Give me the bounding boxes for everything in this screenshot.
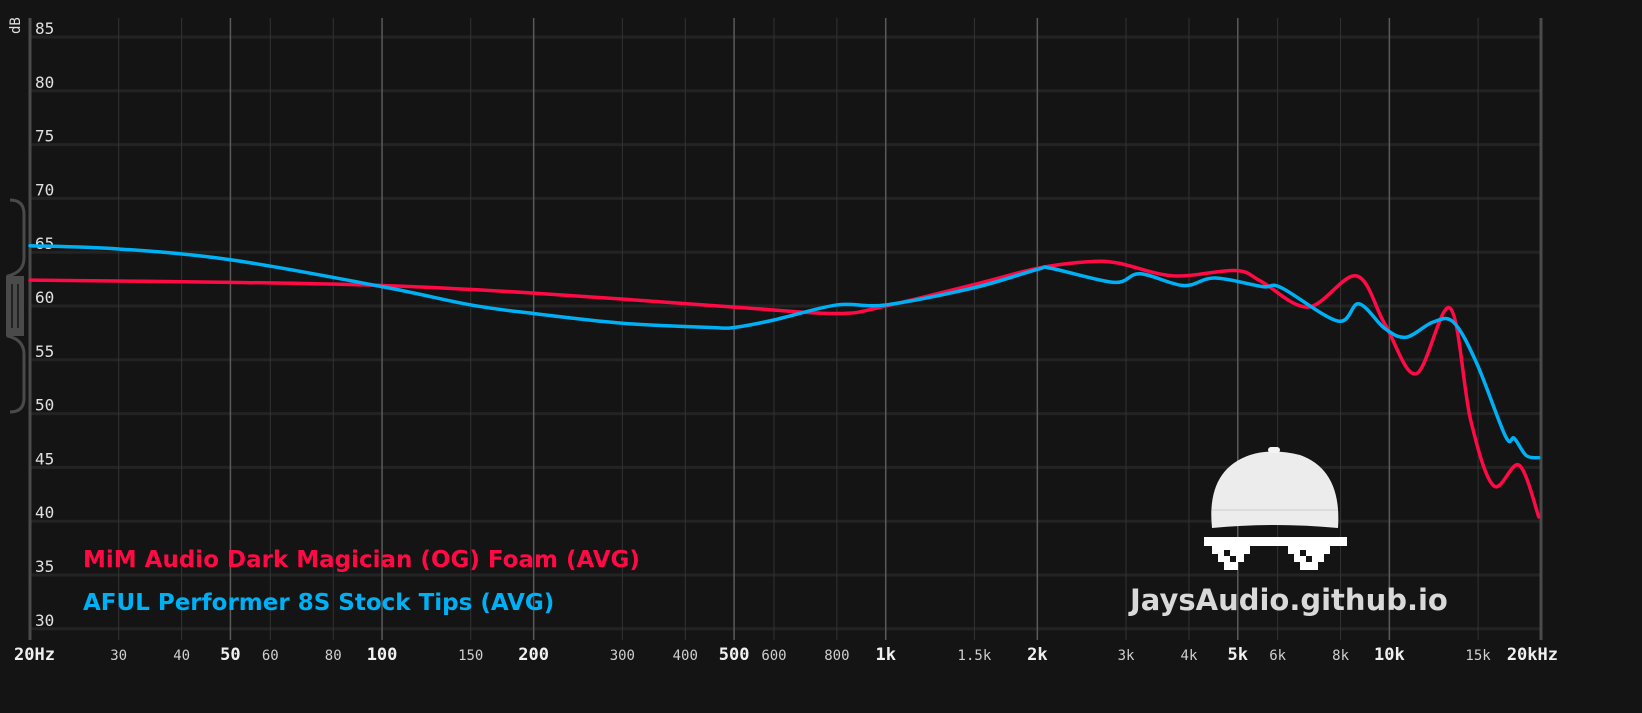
x-tick-label: 5k — [1228, 645, 1248, 665]
x-tick-label: 100 — [367, 645, 398, 665]
x-tick-label: 600 — [761, 648, 786, 664]
x-tick-label: 1k — [875, 645, 895, 665]
x-tick-label: 3k — [1118, 648, 1135, 664]
x-tick-label: 150 — [458, 648, 483, 664]
watermark-site: JaysAudio.github.io — [1130, 583, 1448, 617]
curves — [28, 243, 1541, 519]
x-tick-label: 2k — [1027, 645, 1047, 665]
x-tick-label: 40 — [173, 648, 190, 664]
x-tick-label: 30 — [110, 648, 127, 664]
x-tick-label: 10k — [1374, 645, 1405, 665]
y-tick-label: 65 — [35, 234, 54, 253]
x-tick-label: 200 — [518, 645, 549, 665]
y-tick-label: 55 — [35, 342, 54, 361]
x-tick-label: 500 — [719, 645, 750, 665]
y-tick-label: 85 — [35, 19, 54, 38]
x-tick-label: 6k — [1269, 648, 1286, 664]
x-tick-label: 800 — [824, 648, 849, 664]
x-tick-label: 4k — [1181, 648, 1198, 664]
y-range-drag-handle[interactable] — [6, 198, 26, 414]
x-tick-label: 300 — [610, 648, 635, 664]
x-tick-label: 400 — [673, 648, 698, 664]
y-tick-label: 75 — [35, 127, 54, 146]
y-tick-label: 45 — [35, 449, 54, 468]
y-axis-label: dB — [8, 17, 24, 34]
x-tick-label: 50 — [220, 645, 240, 665]
y-tick-label: 60 — [35, 288, 54, 307]
y-tick-label: 80 — [35, 73, 54, 92]
series-line-mim-dark-magician — [28, 259, 1541, 519]
series-line-aful-performer-8s — [28, 243, 1541, 460]
y-tick-label: 40 — [35, 503, 54, 522]
x-axis-ticks: 20Hz 30 40 50 60 80 100 150 200 300 400 500 600 800 1k… — [14, 645, 1558, 665]
x-tick-label: 1.5k — [958, 648, 992, 664]
y-tick-label: 35 — [35, 557, 54, 576]
cap-logo-icon — [1211, 447, 1339, 528]
pixel-sunglasses-icon — [1204, 537, 1347, 570]
x-tick-label: 20kHz — [1507, 645, 1558, 665]
grid — [30, 18, 1541, 640]
y-tick-label: 50 — [35, 396, 54, 415]
x-tick-label: 80 — [325, 648, 342, 664]
y-tick-label: 30 — [35, 611, 54, 630]
x-tick-label: 8k — [1332, 648, 1349, 664]
x-tick-label: 20Hz — [14, 645, 55, 665]
legend-item-mim-dark-magician[interactable]: MiM Audio Dark Magician (OG) Foam (AVG) — [83, 547, 640, 573]
y-tick-label: 70 — [35, 180, 54, 199]
y-axis-ticks: 85 80 75 70 65 60 55 50 45 40 35 30 — [35, 19, 54, 630]
x-tick-label: 15k — [1465, 648, 1491, 664]
x-tick-label: 60 — [262, 648, 279, 664]
legend-item-aful-performer-8s[interactable]: AFUL Performer 8S Stock Tips (AVG) — [83, 590, 555, 616]
